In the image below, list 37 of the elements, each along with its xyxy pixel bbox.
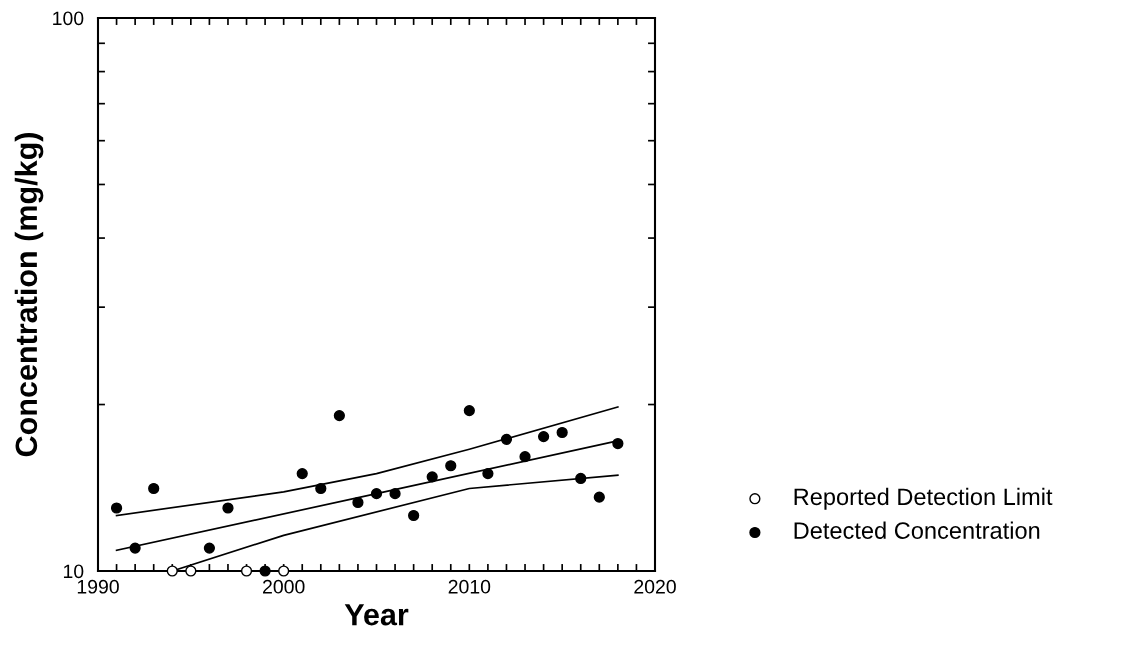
point <box>352 496 364 509</box>
point <box>315 482 327 495</box>
point <box>537 430 550 443</box>
point <box>203 542 216 554</box>
x-tick-label: 2000 <box>263 579 305 594</box>
point <box>278 565 290 577</box>
point <box>575 472 587 485</box>
point <box>259 565 271 577</box>
point <box>556 426 568 439</box>
x-tick-label: 2020 <box>634 579 676 594</box>
point <box>296 468 308 480</box>
point <box>240 565 253 577</box>
point <box>500 433 513 445</box>
point <box>222 502 234 514</box>
point <box>129 542 141 554</box>
point <box>389 488 401 500</box>
legend-label: Reported Detection Limit <box>794 487 1053 510</box>
point <box>445 460 457 472</box>
point <box>370 488 383 500</box>
point <box>482 468 494 480</box>
x-tick-label: 1990 <box>77 579 119 594</box>
x-axis-title: Year <box>344 604 409 626</box>
y-tick-label: 10 <box>63 564 84 579</box>
point <box>519 451 531 463</box>
point <box>333 409 345 422</box>
y-axis-title: Concentration (mg/kg) <box>14 133 44 457</box>
legend-label: Detected Concentration <box>794 521 1040 539</box>
point <box>612 437 624 450</box>
x-tick-label: 2010 <box>448 579 491 594</box>
point <box>593 491 605 503</box>
point <box>408 509 420 522</box>
point <box>426 471 438 483</box>
point <box>463 405 475 417</box>
point <box>185 565 197 577</box>
point <box>148 482 160 495</box>
point <box>110 502 123 514</box>
y-tick-label: 100 <box>53 11 84 26</box>
